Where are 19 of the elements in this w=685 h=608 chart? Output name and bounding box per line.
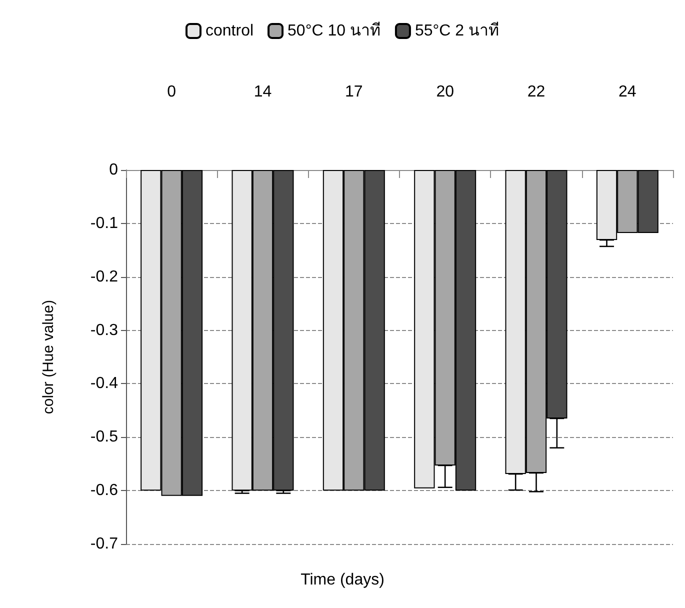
y-tick-label: -0.3: [90, 322, 118, 339]
y-tick-label: -0.5: [90, 428, 118, 446]
y-tick-label: -0.4: [90, 375, 118, 392]
x-tick-label: 24: [618, 84, 636, 100]
x-tick-label: 22: [527, 84, 546, 100]
legend-label: 55°C 2 นาที: [414, 22, 500, 40]
x-tick-label: 14: [254, 84, 272, 100]
x-axis-title: Time (days): [300, 572, 384, 588]
y-tick-label: -0.2: [90, 268, 118, 286]
x-tick-label: 17: [345, 84, 363, 100]
x-tick-label: 0: [167, 84, 176, 100]
y-axis-title: color (Hue value): [40, 300, 57, 414]
y-tick-label: -0.7: [90, 536, 118, 552]
legend-label: control: [206, 22, 254, 40]
y-tick-label: -0.1: [90, 214, 118, 232]
legend-label: 50°C 10 นาที: [288, 22, 381, 40]
x-tick-label: 20: [436, 84, 454, 100]
y-tick-label: 0: [109, 162, 118, 178]
y-tick-label: -0.6: [90, 482, 118, 500]
